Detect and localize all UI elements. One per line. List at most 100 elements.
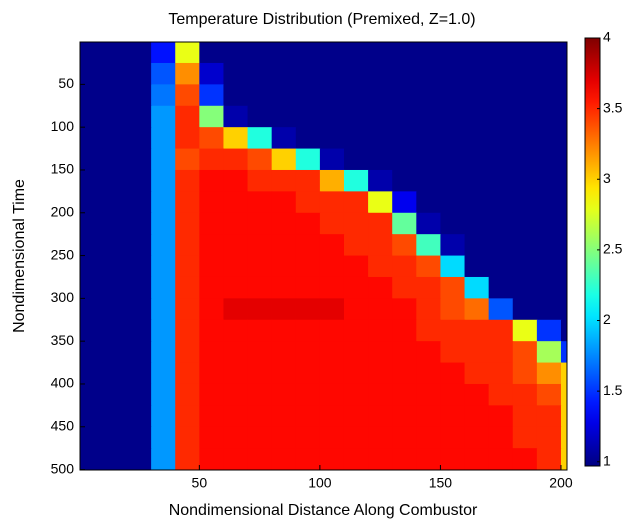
heat-cell	[80, 148, 104, 171]
heat-cell	[392, 127, 417, 150]
heat-cell	[223, 42, 249, 64]
heat-cell	[247, 341, 273, 364]
heat-cell	[536, 319, 562, 342]
heat-cell	[343, 212, 369, 235]
heat-cell	[560, 169, 567, 192]
heat-cell	[368, 148, 393, 171]
heat-cell	[368, 255, 393, 278]
heat-cell	[464, 127, 490, 150]
heat-cell	[199, 148, 225, 171]
heat-cell	[247, 448, 273, 470]
heat-cell	[560, 298, 567, 321]
heat-cell	[223, 298, 249, 321]
heat-cell	[80, 234, 104, 257]
heat-cell	[464, 448, 490, 470]
heat-cell	[223, 255, 249, 278]
heat-cell	[319, 105, 345, 128]
heat-cell	[464, 84, 490, 107]
heat-cell	[127, 405, 152, 428]
heat-cell	[151, 255, 176, 278]
heat-cell	[247, 319, 273, 342]
heat-cell	[199, 191, 225, 214]
heat-cell	[536, 169, 562, 192]
heat-cell	[440, 298, 466, 321]
heat-cell	[536, 212, 562, 235]
heat-cell	[295, 127, 321, 150]
heat-cell	[151, 105, 176, 128]
heat-cell	[102, 84, 128, 107]
heat-cell	[536, 234, 562, 257]
heat-cell	[488, 276, 514, 299]
heat-cell	[80, 84, 104, 107]
heat-cell	[127, 276, 152, 299]
heat-cell	[416, 341, 442, 364]
heat-cell	[368, 448, 393, 470]
heat-cell	[392, 255, 417, 278]
heat-cell	[464, 341, 490, 364]
heat-cell	[151, 127, 176, 150]
heat-cell	[247, 212, 273, 235]
heat-cell	[247, 255, 273, 278]
heat-cell	[512, 105, 538, 128]
heat-cell	[319, 234, 345, 257]
heat-cell	[416, 62, 442, 85]
y-tick-label: 300	[51, 289, 75, 305]
x-tick-label: 50	[192, 475, 208, 491]
heat-cell	[392, 234, 417, 257]
heat-cell	[199, 383, 225, 406]
heat-cell	[295, 319, 321, 342]
heat-cell	[488, 341, 514, 364]
y-tick-label: 400	[51, 375, 75, 391]
heat-cell	[536, 191, 562, 214]
heat-cell	[80, 127, 104, 150]
heat-cell	[80, 169, 104, 192]
heat-cell	[440, 105, 466, 128]
heat-cell	[102, 448, 128, 470]
heat-cell	[151, 148, 176, 171]
heat-cell	[199, 169, 225, 192]
heat-cell	[416, 276, 442, 299]
heat-cell	[271, 448, 297, 470]
heat-cell	[392, 105, 417, 128]
heat-cell	[536, 341, 562, 364]
heat-cell	[80, 105, 104, 128]
heat-cell	[127, 362, 152, 385]
heat-cell	[247, 42, 273, 64]
heat-cell	[80, 405, 104, 428]
heat-cell	[560, 426, 567, 449]
heat-cell	[416, 405, 442, 428]
heat-cell	[464, 362, 490, 385]
heat-cell	[223, 341, 249, 364]
heat-cell	[80, 319, 104, 342]
heat-cell	[536, 148, 562, 171]
heat-cell	[151, 212, 176, 235]
heat-cell	[295, 191, 321, 214]
heat-cell	[271, 191, 297, 214]
heat-cell	[80, 255, 104, 278]
heat-cell	[368, 169, 393, 192]
heat-cell	[392, 319, 417, 342]
heat-cell	[151, 42, 176, 64]
colorbar-tick-label: 3	[603, 170, 611, 186]
heat-cell	[536, 105, 562, 128]
colorbar-tick-label: 1	[603, 452, 611, 468]
heat-cell	[416, 234, 442, 257]
heat-cell	[223, 212, 249, 235]
heat-cell	[247, 148, 273, 171]
heat-cell	[560, 234, 567, 257]
heat-cell	[464, 105, 490, 128]
heat-cell	[343, 148, 369, 171]
heat-cell	[416, 298, 442, 321]
heat-cell	[512, 191, 538, 214]
heat-cell	[343, 341, 369, 364]
heat-cell	[343, 169, 369, 192]
heat-cell	[127, 84, 152, 107]
heat-cell	[247, 362, 273, 385]
heat-cell	[80, 426, 104, 449]
heat-cell	[199, 426, 225, 449]
colorbar	[584, 37, 601, 467]
heat-cell	[175, 298, 200, 321]
heat-cell	[295, 383, 321, 406]
heat-cell	[440, 255, 466, 278]
heat-cell	[151, 191, 176, 214]
